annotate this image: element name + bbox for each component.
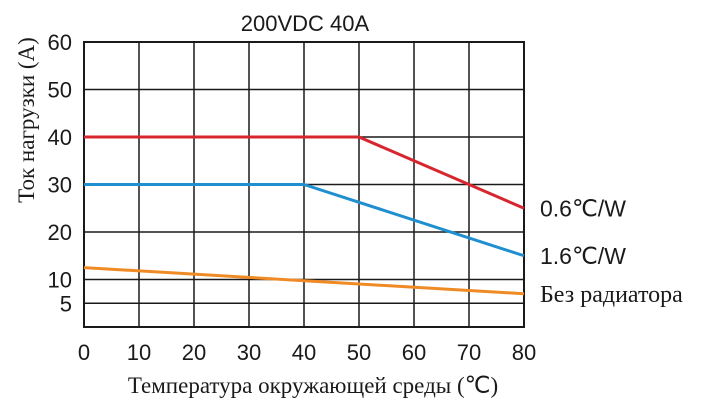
x-tick-label: 0 [78, 340, 90, 365]
y-tick-label: 20 [48, 220, 72, 245]
x-tick-label: 10 [127, 340, 151, 365]
y-tick-label: 50 [48, 78, 72, 103]
x-tick-label: 40 [292, 340, 316, 365]
chart-title: 200VDC 40A [241, 11, 370, 36]
series-line [83, 266, 525, 296]
x-axis-label: Температура окружающей среды (℃) [128, 373, 498, 398]
series-label: 0.6℃/W [540, 195, 626, 221]
y-tick-label: 10 [48, 268, 72, 293]
x-axis-ticks: 0 10 20 30 40 50 60 70 80 [78, 340, 536, 365]
x-tick-label: 80 [512, 340, 536, 365]
y-tick-label: 30 [48, 173, 72, 198]
x-tick-label: 50 [347, 340, 371, 365]
y-tick-label: 40 [48, 125, 72, 150]
series-line [84, 135, 525, 210]
series-label: 1.6℃/W [540, 243, 626, 269]
x-tick-label: 70 [457, 340, 481, 365]
y-tick-label: 60 [48, 30, 72, 55]
y-axis-ticks: 510 20 30 40 50 60 [48, 30, 72, 316]
x-tick-label: 30 [237, 340, 261, 365]
y-tick-label: 5 [60, 291, 72, 316]
x-tick-label: 20 [182, 340, 206, 365]
x-tick-label: 60 [402, 340, 426, 365]
series-line [84, 183, 525, 258]
series-labels: 0.6℃/W 1.6℃/W Без радиатора [540, 195, 683, 308]
series-lines [83, 135, 525, 296]
y-axis-label: Ток нагрузки (А) [14, 37, 39, 203]
series-label: Без радиатора [540, 282, 683, 308]
